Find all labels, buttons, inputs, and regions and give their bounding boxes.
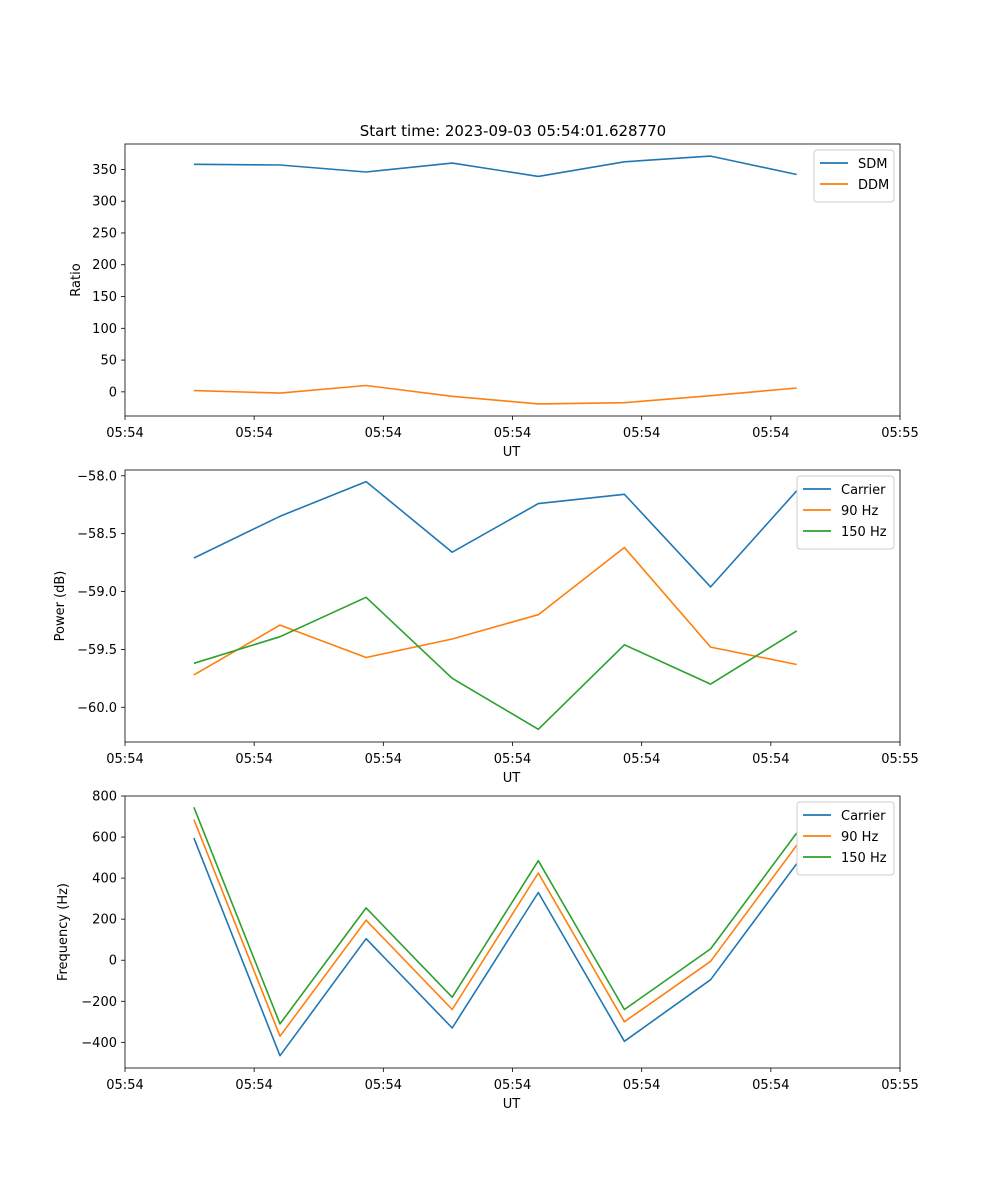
x-tick-label: 05:54: [365, 1078, 402, 1093]
y-tick-label: 350: [92, 163, 117, 178]
x-tick-label: 05:54: [365, 426, 402, 441]
x-tick-label: 05:55: [881, 1078, 918, 1093]
y-tick-label: 400: [92, 872, 117, 887]
y-tick-label: 0: [109, 954, 117, 969]
x-tick-label: 05:54: [623, 426, 660, 441]
x-tick-label: 05:55: [881, 752, 918, 767]
x-tick-label: 05:54: [106, 1078, 143, 1093]
x-axis-label: UT: [503, 445, 521, 460]
x-tick-label: 05:54: [752, 426, 789, 441]
figure-title: Start time: 2023-09-03 05:54:01.628770: [360, 122, 666, 140]
y-axis-label: Ratio: [69, 263, 84, 296]
legend-label: DDM: [858, 178, 889, 193]
x-tick-label: 05:54: [106, 752, 143, 767]
series-line-frequency-carrier: [193, 837, 798, 1057]
x-tick-label: 05:54: [235, 752, 272, 767]
y-tick-label: −58.5: [77, 527, 117, 542]
y-tick-label: −59.0: [77, 585, 117, 600]
series-line-frequency-150-hz: [193, 807, 798, 1025]
series-line-ratio-ddm: [193, 384, 797, 405]
y-tick-label: 300: [92, 195, 117, 210]
y-tick-label: 50: [100, 354, 117, 369]
x-tick-label: 05:54: [494, 1078, 531, 1093]
x-tick-label: 05:54: [752, 1078, 789, 1093]
panel-ratio: 05:54 05:54 05:54 05:54 05:54 05:54 05:55 UT 0 50…: [69, 143, 919, 460]
legend-label: 90 Hz: [841, 504, 878, 519]
series-line-power-150-hz: [193, 596, 798, 731]
y-tick-label: 600: [92, 831, 117, 846]
x-tick-label: 05:54: [623, 752, 660, 767]
legend-label: SDM: [858, 157, 887, 172]
legend-label: 150 Hz: [841, 851, 887, 866]
x-tick-label: 05:54: [623, 1078, 660, 1093]
x-tick-label: 05:54: [106, 426, 143, 441]
y-tick-label: 250: [92, 226, 117, 241]
y-axis-label: Power (dB): [53, 571, 68, 642]
x-tick-label: 05:54: [365, 752, 402, 767]
y-tick-label: −58.0: [77, 469, 117, 484]
series-line-power-carrier: [193, 480, 798, 588]
y-tick-label: −400: [81, 1036, 117, 1051]
legend-label: 90 Hz: [841, 830, 878, 845]
legend: Carrier 90 Hz 150 Hz: [796, 475, 895, 550]
series-line-frequency-90-hz: [193, 819, 798, 1037]
x-tick-label: 05:54: [494, 752, 531, 767]
y-tick-label: 0: [109, 385, 117, 400]
legend: Carrier 90 Hz 150 Hz: [796, 801, 895, 876]
x-axis-label: UT: [503, 1097, 521, 1112]
x-tick-label: 05:54: [235, 1078, 272, 1093]
panel-frequency: 05:54 05:54 05:54 05:54 05:54 05:54 05:55 UT −40…: [56, 790, 919, 1113]
y-tick-label: −60.0: [77, 701, 117, 716]
legend: SDM DDM: [813, 149, 895, 203]
x-tick-label: 05:54: [235, 426, 272, 441]
y-tick-label: 150: [92, 290, 117, 305]
y-tick-label: −59.5: [77, 643, 117, 658]
x-tick-label: 05:54: [752, 752, 789, 767]
x-axis-label: UT: [503, 771, 521, 786]
legend-label: Carrier: [841, 483, 886, 498]
panel-power: 05:54 05:54 05:54 05:54 05:54 05:54 05:55 UT −60…: [53, 469, 919, 786]
y-tick-label: 200: [92, 258, 117, 273]
y-axis-label: Frequency (Hz): [56, 883, 71, 981]
y-tick-label: −200: [81, 995, 117, 1010]
x-tick-label: 05:55: [881, 426, 918, 441]
legend-label: 150 Hz: [841, 525, 887, 540]
series-line-ratio-sdm: [193, 155, 797, 178]
legend-label: Carrier: [841, 809, 886, 824]
x-tick-label: 05:54: [494, 426, 531, 441]
y-tick-label: 100: [92, 322, 117, 337]
y-tick-label: 800: [92, 790, 117, 805]
y-tick-label: 200: [92, 913, 117, 928]
